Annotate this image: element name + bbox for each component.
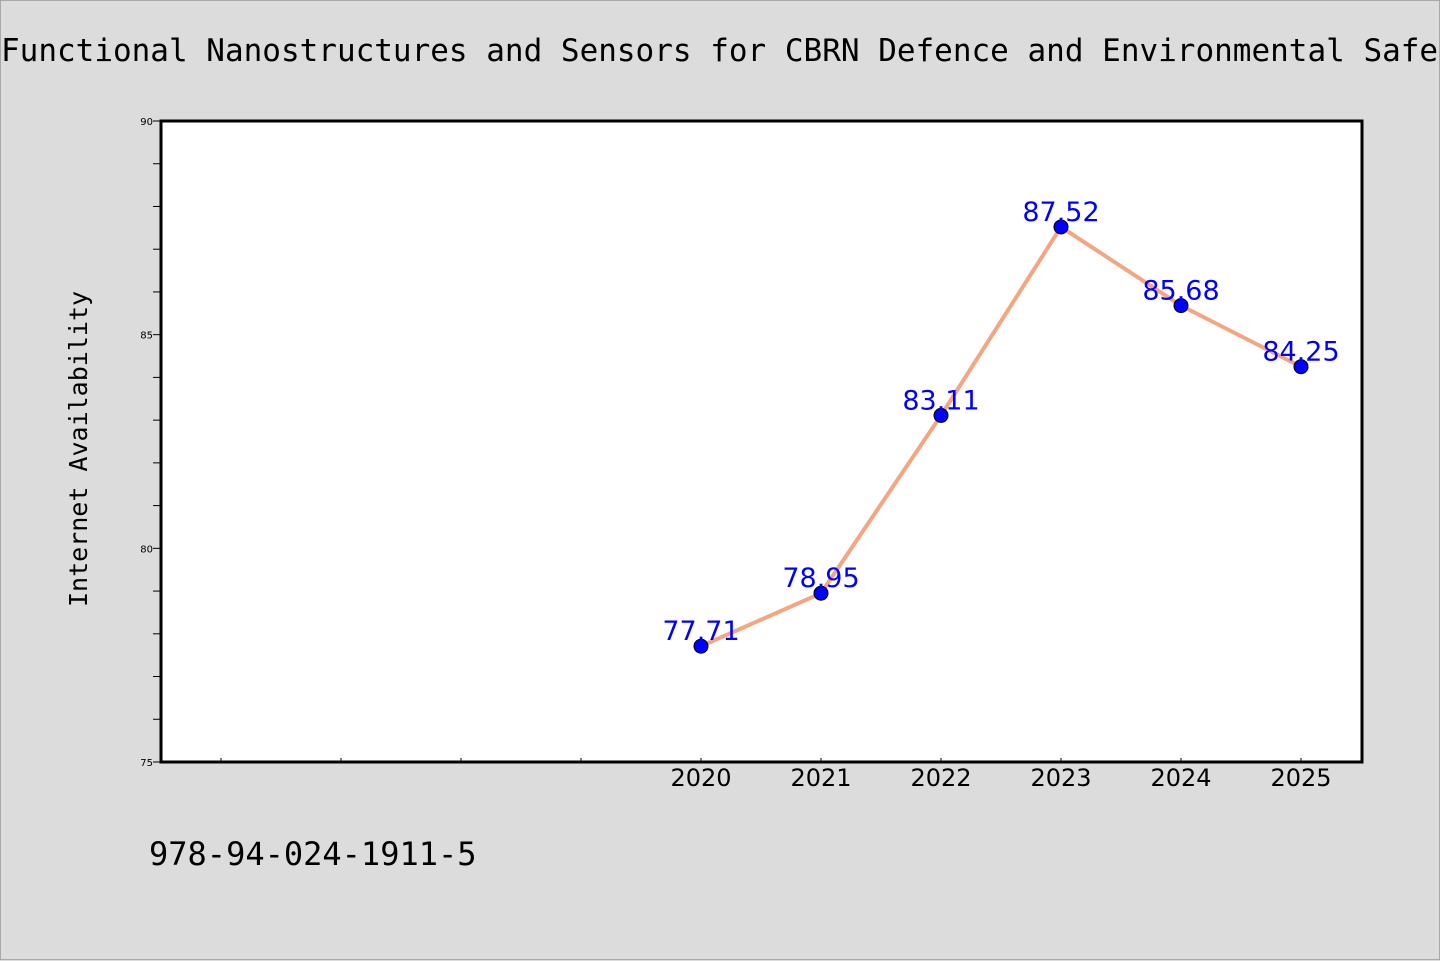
data-point — [933, 407, 949, 423]
data-label: 84.25 — [1262, 337, 1339, 368]
series-line — [699, 224, 1303, 649]
chart-title: Functional Nanostructures and Sensors fo… — [1, 33, 1440, 69]
isbn-text: 978-94-024-1911-5 — [149, 835, 477, 873]
data-point — [813, 585, 829, 601]
data-point-markers — [693, 219, 1309, 654]
x-tick-label: 2020 — [670, 764, 731, 792]
data-labels: 77.71 78.95 83.11 87.52 85.68 84.25 — [662, 197, 1339, 647]
data-point — [693, 638, 709, 654]
plot-frame — [159, 119, 1364, 764]
x-axis-tick-labels: 2020 2021 2022 2023 2024 2025 — [670, 764, 1331, 792]
y-tick-label: 90 — [140, 117, 153, 128]
x-tick-label: 2023 — [1030, 764, 1091, 792]
y-tick-label: 85 — [140, 331, 153, 342]
x-tick-label: 2024 — [1150, 764, 1211, 792]
x-tick-label: 2022 — [910, 764, 971, 792]
plot-area — [161, 121, 1362, 762]
y-tick-label: 75 — [140, 758, 153, 769]
y-axis-tick-labels: 75 80 85 90 — [140, 117, 153, 769]
data-label: 83.11 — [902, 385, 979, 416]
data-label: 85.68 — [1142, 276, 1219, 307]
x-tick-label: 2025 — [1270, 764, 1331, 792]
data-label: 87.52 — [1022, 197, 1099, 228]
data-point — [1053, 219, 1069, 235]
y-axis-label: Internet Availability — [64, 291, 93, 607]
x-tick-label: 2021 — [790, 764, 851, 792]
data-label: 78.95 — [782, 563, 859, 594]
data-label: 77.71 — [662, 616, 739, 647]
data-point — [1173, 298, 1189, 314]
data-point — [1293, 359, 1309, 375]
y-tick-label: 80 — [140, 544, 153, 555]
